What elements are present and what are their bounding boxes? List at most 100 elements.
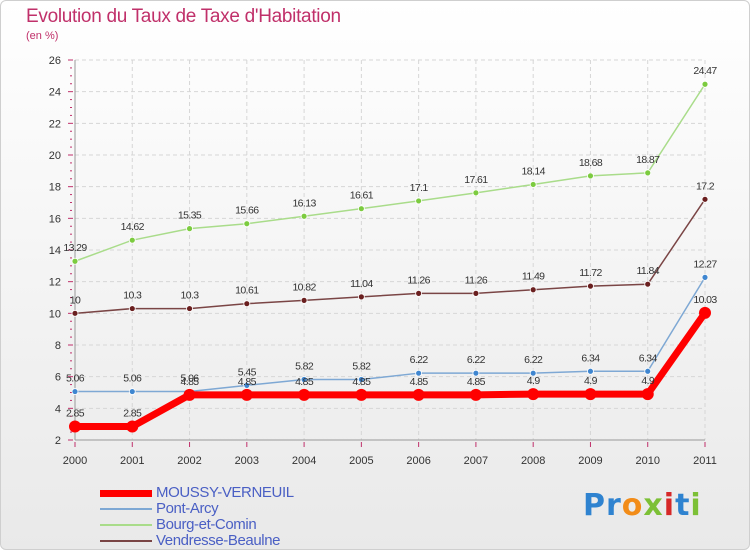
legend-swatch (100, 524, 152, 526)
data-label-vendresse-beaulne: 11.26 (407, 274, 430, 286)
y-tick-label: 24 (49, 87, 61, 99)
data-point-vendresse-beaulne (243, 300, 251, 308)
x-tick-label: 2005 (349, 455, 373, 467)
data-label-bourg-et-comin: 17.61 (464, 174, 488, 186)
data-point-moussy-verneuil (126, 420, 139, 433)
x-tick-label: 2003 (235, 455, 259, 467)
data-label-bourg-et-comin: 18.87 (636, 154, 660, 166)
y-tick-label: 10 (49, 308, 61, 320)
y-tick-label: 26 (49, 55, 61, 67)
data-label-bourg-et-comin: 13.29 (63, 242, 87, 254)
data-point-bourg-et-comin (415, 197, 423, 205)
grid-layer (74, 59, 706, 441)
data-label-vendresse-beaulne: 17.2 (696, 180, 715, 192)
chart-subtitle: (en %) (26, 30, 59, 42)
data-point-vendresse-beaulne (186, 305, 193, 312)
data-point-moussy-verneuil (412, 388, 425, 401)
data-point-moussy-verneuil (69, 420, 81, 433)
data-label-moussy-verneuil: 4.85 (352, 376, 371, 388)
x-tick-label: 2009 (578, 455, 602, 467)
series-layer (69, 80, 711, 433)
data-point-bourg-et-comin (587, 172, 594, 180)
legend-label: Vendresse-Beaulne (156, 532, 281, 549)
data-point-moussy-verneuil (355, 388, 368, 401)
data-point-vendresse-beaulne (701, 195, 709, 203)
logo-letter: x (643, 488, 664, 523)
logo-letter: i (663, 488, 676, 523)
data-point-pont-arcy (472, 369, 480, 377)
data-point-moussy-verneuil (584, 388, 597, 401)
data-label-vendresse-beaulne: 10.61 (235, 285, 259, 297)
data-point-vendresse-beaulne (128, 305, 136, 312)
data-label-moussy-verneuil: 4.9 (641, 375, 655, 387)
x-tick-label: 2004 (292, 455, 316, 467)
legend-label: MOUSSY-VERNEUIL (156, 484, 294, 501)
data-label-bourg-et-comin: 18.68 (579, 157, 603, 169)
data-label-moussy-verneuil: 4.85 (467, 376, 486, 388)
data-point-moussy-verneuil (641, 388, 654, 401)
data-point-vendresse-beaulne (472, 289, 480, 297)
data-point-bourg-et-comin (472, 189, 480, 197)
x-tick-label: 2007 (464, 455, 488, 467)
data-label-vendresse-beaulne: 11.26 (465, 274, 488, 286)
logo-letter: t (675, 488, 691, 523)
data-label-bourg-et-comin: 14.62 (121, 221, 145, 233)
data-label-moussy-verneuil: 4.85 (295, 376, 314, 388)
legend-item-pont-arcy: Pont-Arcy (100, 500, 400, 517)
data-point-pont-arcy (243, 381, 251, 389)
data-label-moussy-verneuil: 4.85 (238, 376, 257, 388)
legend-item-moussy-verneuil: MOUSSY-VERNEUIL (100, 484, 400, 501)
data-label-vendresse-beaulne: 11.84 (636, 265, 659, 277)
data-point-pont-arcy (644, 367, 652, 375)
data-label-pont-arcy: 5.82 (295, 361, 314, 373)
data-point-moussy-verneuil (699, 306, 711, 319)
x-tick-label: 2006 (406, 455, 430, 467)
data-label-bourg-et-comin: 24.47 (693, 65, 717, 77)
chart-title: Evolution du Taux de Taxe d'Habitation (26, 6, 341, 27)
logo-letter: r (606, 488, 622, 523)
data-point-pont-arcy (701, 273, 709, 281)
data-label-vendresse-beaulne: 10.82 (292, 281, 316, 293)
y-tick-label: 22 (49, 118, 61, 130)
data-label-moussy-verneuil: 2.85 (123, 408, 142, 420)
data-label-moussy-verneuil: 4.9 (584, 375, 598, 387)
y-tick-label: 12 (49, 277, 61, 289)
data-point-vendresse-beaulne (529, 286, 537, 294)
x-tick-label: 2010 (635, 455, 659, 467)
data-point-pont-arcy (587, 367, 594, 375)
data-label-vendresse-beaulne: 10.3 (123, 290, 142, 302)
series-line-vendresse-beaulne (74, 198, 706, 315)
data-point-bourg-et-comin (644, 169, 652, 177)
data-label-vendresse-beaulne: 11.49 (522, 271, 545, 283)
x-tick-label: 2001 (120, 455, 144, 467)
data-label-pont-arcy: 5.06 (66, 373, 85, 385)
data-point-bourg-et-comin (186, 225, 193, 233)
logo-letter: P (583, 488, 606, 523)
x-tick-label: 2008 (521, 455, 545, 467)
legend-item-bourg-et-comin: Bourg-et-Comin (100, 516, 400, 533)
data-label-bourg-et-comin: 16.61 (350, 190, 374, 202)
data-label-moussy-verneuil: 4.85 (410, 376, 429, 388)
data-point-vendresse-beaulne (644, 280, 652, 288)
data-label-pont-arcy: 5.06 (181, 373, 200, 385)
x-tick-label: 2000 (63, 455, 87, 467)
data-label-moussy-verneuil: 4.85 (181, 376, 200, 388)
data-label-pont-arcy: 6.22 (410, 354, 429, 366)
data-point-vendresse-beaulne (71, 309, 79, 317)
data-label-vendresse-beaulne: 11.72 (579, 267, 602, 279)
y-tick-label: 18 (49, 182, 61, 194)
data-point-bourg-et-comin (300, 212, 308, 220)
data-point-pont-arcy (71, 388, 79, 395)
data-point-bourg-et-comin (71, 257, 79, 265)
data-point-bourg-et-comin (357, 205, 365, 213)
data-label-pont-arcy: 12.27 (693, 258, 717, 270)
data-point-moussy-verneuil (183, 388, 196, 401)
data-label-pont-arcy: 6.34 (581, 352, 600, 364)
y-tick-label: 16 (49, 213, 61, 225)
data-label-vendresse-beaulne: 10 (70, 294, 81, 306)
legend-label: Pont-Arcy (156, 500, 219, 517)
legend: MOUSSY-VERNEUIL Pont-Arcy Bourg-et-Comin Ve… (100, 484, 400, 549)
series-line-moussy-verneuil (75, 310, 708, 431)
